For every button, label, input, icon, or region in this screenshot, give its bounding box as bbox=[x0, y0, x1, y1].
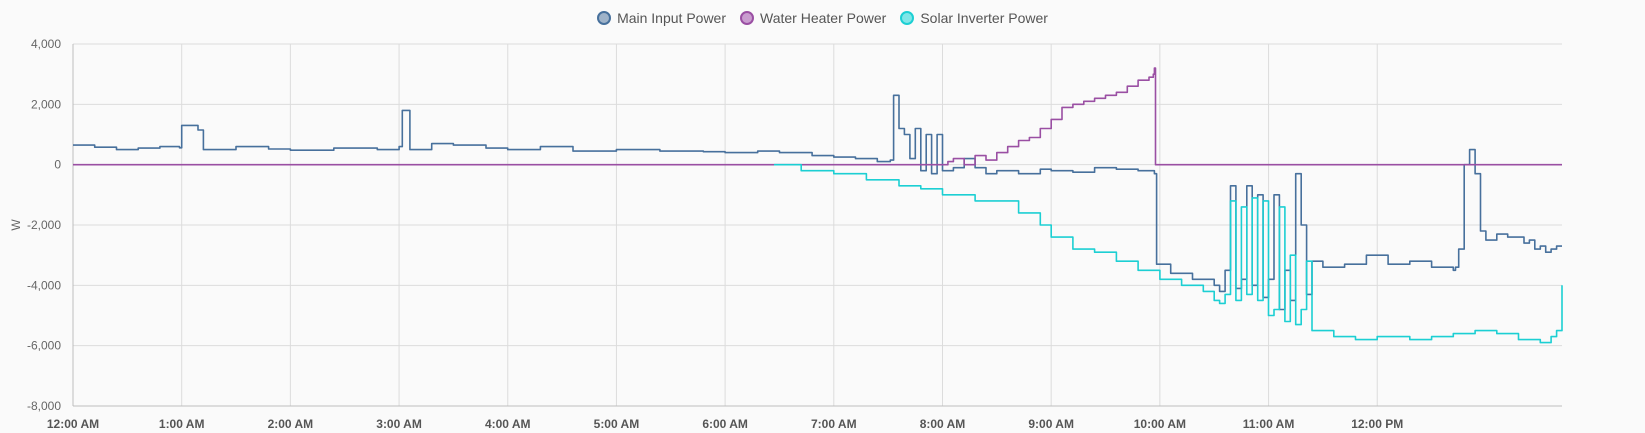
y-tick-label: -6,000 bbox=[27, 339, 61, 353]
y-tick-label: -4,000 bbox=[27, 278, 61, 292]
y-tick-label: 4,000 bbox=[31, 37, 61, 51]
series-line-water-heater-power bbox=[73, 67, 1562, 166]
x-tick-label: 8:00 AM bbox=[920, 417, 966, 431]
x-tick-label: 5:00 AM bbox=[594, 417, 640, 431]
legend-swatch-icon bbox=[740, 11, 755, 25]
x-tick-label: 12:00 AM bbox=[47, 417, 99, 431]
legend-item-water-heater-power[interactable]: Water Heater Power bbox=[740, 10, 886, 26]
y-axis-label: W bbox=[9, 219, 23, 231]
x-tick-label: 3:00 AM bbox=[376, 417, 422, 431]
legend-item-main-input-power[interactable]: Main Input Power bbox=[597, 10, 726, 26]
legend-item-solar-inverter-power[interactable]: Solar Inverter Power bbox=[900, 10, 1048, 26]
legend: Main Input Power Water Heater Power Solar … bbox=[0, 10, 1645, 26]
x-tick-label: 1:00 AM bbox=[159, 417, 205, 431]
y-tick-label: 2,000 bbox=[31, 97, 61, 111]
grid bbox=[72, 43, 1562, 407]
y-tick-label: -2,000 bbox=[27, 218, 61, 232]
legend-label: Main Input Power bbox=[617, 10, 727, 26]
x-tick-label: 2:00 AM bbox=[268, 417, 314, 431]
legend-swatch-icon bbox=[597, 11, 612, 25]
legend-label: Water Heater Power bbox=[760, 10, 887, 26]
x-tick-label: 11:00 AM bbox=[1243, 417, 1295, 431]
y-axis: 4,000 2,000 0 -2,000 -4,000 -6,000 -8,000 bbox=[27, 37, 61, 413]
x-tick-label: 12:00 PM bbox=[1351, 417, 1403, 431]
y-tick-label: -8,000 bbox=[27, 399, 61, 413]
legend-label: Solar Inverter Power bbox=[920, 10, 1048, 26]
y-tick-label: 0 bbox=[54, 158, 61, 172]
series-layer bbox=[73, 67, 1563, 344]
series-line-main-input-power bbox=[73, 94, 1562, 311]
x-tick-label: 7:00 AM bbox=[811, 417, 857, 431]
x-tick-label: 6:00 AM bbox=[702, 417, 748, 431]
series-line-solar-inverter-power bbox=[774, 163, 1563, 344]
x-tick-label: 10:00 AM bbox=[1134, 417, 1186, 431]
x-axis: 12:00 AM 1:00 AM 2:00 AM 3:00 AM 4:00 AM 5:00… bbox=[47, 417, 1403, 431]
x-tick-label: 4:00 AM bbox=[485, 417, 531, 431]
legend-swatch-icon bbox=[900, 11, 915, 25]
x-tick-label: 9:00 AM bbox=[1028, 417, 1074, 431]
